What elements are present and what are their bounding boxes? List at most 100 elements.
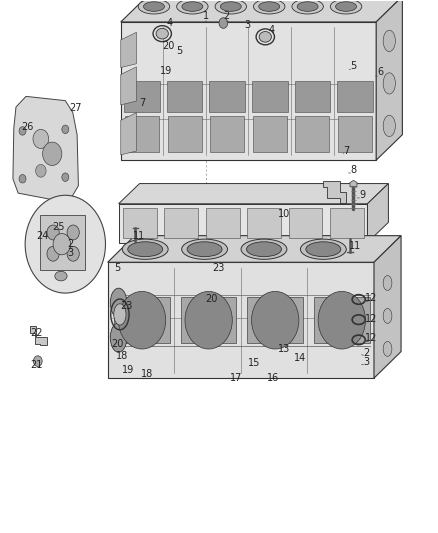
Ellipse shape: [300, 239, 346, 260]
Polygon shape: [167, 82, 202, 112]
Text: 17: 17: [230, 373, 243, 383]
Polygon shape: [125, 116, 159, 152]
Text: 21: 21: [30, 360, 42, 370]
Ellipse shape: [110, 288, 127, 318]
Polygon shape: [114, 297, 170, 343]
Ellipse shape: [383, 276, 392, 290]
Text: 11: 11: [134, 231, 146, 241]
Ellipse shape: [138, 0, 170, 14]
Ellipse shape: [122, 239, 168, 260]
Ellipse shape: [128, 242, 162, 257]
Text: 7: 7: [343, 146, 350, 156]
Circle shape: [62, 125, 69, 134]
Ellipse shape: [182, 2, 203, 11]
Polygon shape: [247, 208, 281, 238]
Polygon shape: [108, 262, 374, 378]
Text: 8: 8: [350, 165, 357, 175]
Circle shape: [19, 127, 26, 135]
Ellipse shape: [241, 239, 287, 260]
Ellipse shape: [187, 242, 222, 257]
Ellipse shape: [182, 239, 227, 260]
Circle shape: [33, 130, 49, 149]
Ellipse shape: [215, 0, 247, 14]
Ellipse shape: [383, 309, 392, 324]
Text: 9: 9: [359, 190, 365, 200]
Polygon shape: [253, 116, 287, 152]
Polygon shape: [181, 297, 237, 343]
Polygon shape: [323, 181, 346, 203]
Polygon shape: [123, 208, 156, 238]
Ellipse shape: [318, 292, 365, 349]
Polygon shape: [295, 116, 329, 152]
Polygon shape: [330, 208, 364, 238]
Polygon shape: [314, 297, 370, 343]
Text: 18: 18: [141, 369, 153, 379]
Polygon shape: [168, 116, 201, 152]
Text: 16: 16: [268, 373, 280, 383]
Polygon shape: [121, 0, 403, 22]
Circle shape: [33, 356, 42, 367]
Circle shape: [67, 225, 79, 240]
Ellipse shape: [306, 242, 341, 257]
Ellipse shape: [383, 73, 396, 94]
Text: 3: 3: [244, 20, 251, 30]
Polygon shape: [121, 67, 137, 105]
Ellipse shape: [118, 292, 166, 349]
Text: 24: 24: [36, 231, 48, 241]
Text: 23: 23: [120, 301, 133, 311]
Ellipse shape: [330, 0, 362, 14]
Ellipse shape: [110, 323, 127, 352]
Ellipse shape: [114, 304, 126, 325]
Text: 25: 25: [52, 222, 64, 232]
Ellipse shape: [383, 30, 396, 52]
Circle shape: [47, 225, 59, 240]
Polygon shape: [121, 22, 376, 160]
Ellipse shape: [251, 292, 299, 349]
Text: 13: 13: [278, 344, 290, 354]
Text: 12: 12: [365, 313, 377, 324]
Polygon shape: [367, 183, 389, 243]
Ellipse shape: [156, 28, 168, 39]
Text: 19: 19: [159, 66, 172, 76]
Ellipse shape: [383, 115, 396, 136]
Ellipse shape: [292, 0, 323, 14]
Text: 7: 7: [139, 98, 146, 108]
Ellipse shape: [297, 2, 318, 11]
Text: 1: 1: [203, 11, 209, 21]
Circle shape: [25, 195, 106, 293]
Text: 11: 11: [349, 241, 361, 251]
Ellipse shape: [383, 342, 392, 357]
Text: 12: 12: [365, 333, 377, 343]
Polygon shape: [376, 0, 403, 160]
Ellipse shape: [336, 2, 357, 11]
Text: 4: 4: [268, 25, 275, 35]
Polygon shape: [294, 82, 330, 112]
Polygon shape: [374, 236, 401, 378]
Text: 6: 6: [378, 68, 384, 77]
Polygon shape: [252, 82, 288, 112]
Circle shape: [219, 18, 228, 28]
Text: 22: 22: [30, 328, 43, 338]
Polygon shape: [119, 183, 389, 204]
Polygon shape: [164, 208, 198, 238]
Text: 2: 2: [224, 11, 230, 21]
Circle shape: [47, 246, 59, 261]
Circle shape: [67, 246, 79, 261]
Polygon shape: [337, 82, 373, 112]
Polygon shape: [247, 297, 303, 343]
Text: 19: 19: [122, 365, 134, 375]
Ellipse shape: [254, 0, 285, 14]
Polygon shape: [121, 33, 137, 68]
Circle shape: [35, 165, 46, 177]
Text: 5: 5: [350, 61, 357, 70]
Polygon shape: [40, 215, 85, 270]
Ellipse shape: [144, 2, 164, 11]
Text: 3: 3: [364, 357, 370, 367]
Polygon shape: [119, 204, 367, 243]
Text: 10: 10: [278, 209, 290, 220]
Polygon shape: [124, 82, 160, 112]
Polygon shape: [13, 96, 78, 203]
Text: 2: 2: [67, 239, 74, 249]
Ellipse shape: [247, 242, 282, 257]
Text: 12: 12: [365, 293, 377, 303]
